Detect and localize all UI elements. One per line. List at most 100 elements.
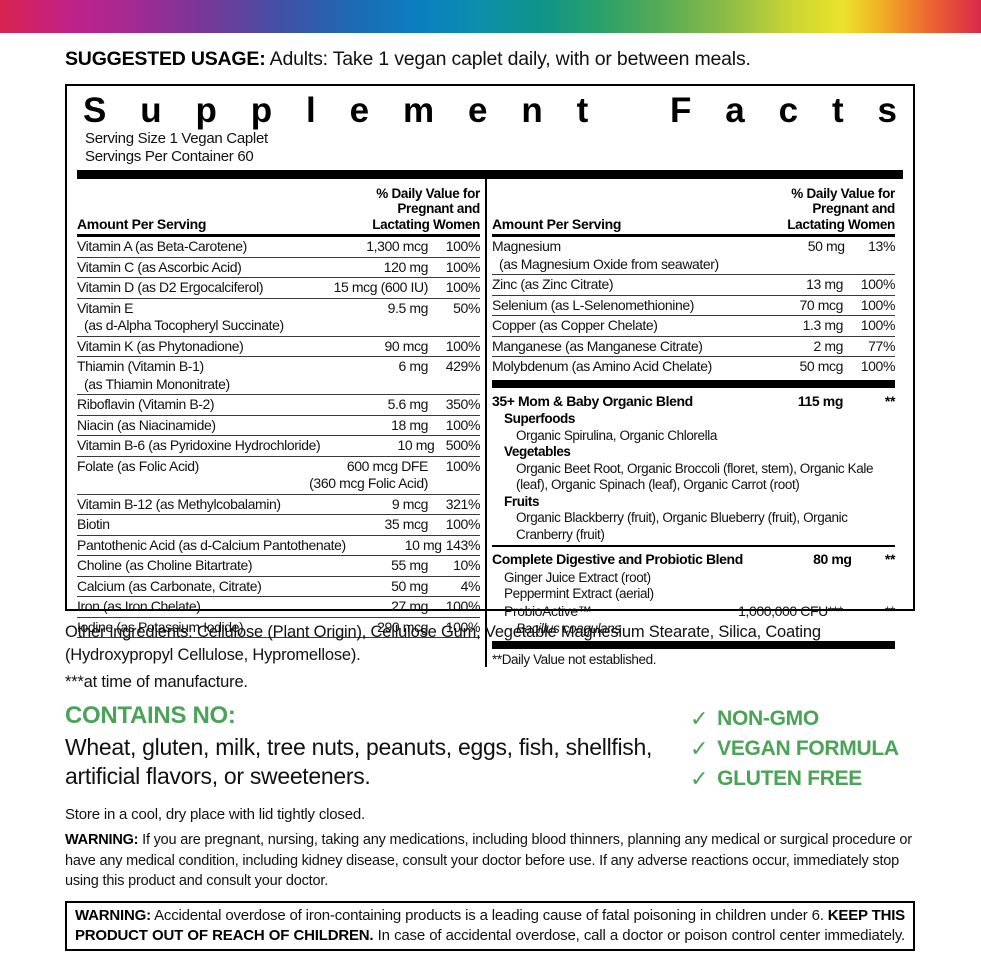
nutrient-name: Vitamin B-6 (as Pyridoxine Hydrochloride…	[77, 437, 321, 453]
nutrient-row: Magnesium (as Magnesium Oxide from seawat…	[492, 237, 895, 275]
nutrient-daily-value: 100%	[860, 296, 896, 313]
suggested-usage-text: Adults: Take 1 vegan caplet daily, with …	[265, 48, 751, 70]
nutrient-daily-value: 100%	[445, 337, 481, 354]
nutrient-daily-value: 100%	[445, 457, 481, 474]
blend-amount: 115 mg	[797, 392, 843, 409]
blend-group-items: Organic Spirulina, Organic Chlorella	[516, 427, 717, 443]
header-divider-bar	[77, 170, 903, 179]
nutrient-amount: 90 mcg	[384, 337, 428, 354]
nutrient-row: Selenium (as L-Selenomethionine) 70 mcg 10…	[492, 296, 896, 316]
nutrient-name: Thiamin (Vitamin B-1) (as Thiamin Mononit…	[77, 358, 298, 393]
digestive-blend-items: Ginger Juice Extract (root) Peppermint Ex…	[492, 570, 895, 603]
nutrient-row: Zinc (as Zinc Citrate) 13 mg 100%	[492, 275, 895, 296]
nutrient-name: Biotin	[77, 516, 110, 532]
nutrient-name: Magnesium (as Magnesium Oxide from seawat…	[492, 238, 719, 272]
nutrient-name: Vitamin C (as Ascorbic Acid)	[77, 258, 242, 275]
blend-item: Ginger Juice Extract (root)	[504, 569, 651, 585]
nutrient-amount: 15 mcg (600 IU)	[333, 279, 429, 295]
nutrient-amount: 1,300 mcg	[366, 238, 428, 254]
nutrient-name: Vitamin D (as D2 Ergocalciferol)	[77, 279, 264, 295]
nutrient-row: Iron (as Iron Chelate) 27 mg 100%	[77, 597, 480, 618]
nutrient-source: (as Thiamin Mononitrate)	[84, 375, 230, 392]
nutrient-amount: 9.5 mg	[387, 299, 429, 316]
nutrient-name: Calcium (as Carbonate, Citrate)	[77, 577, 262, 594]
nutrient-daily-value: 100%	[445, 238, 481, 254]
nutrient-name: Iron (as Iron Chelate)	[77, 598, 201, 614]
nutrient-name: Pantothenic Acid (as d-Calcium Pantothen…	[77, 536, 346, 553]
nutrient-daily-value: 321%	[445, 495, 481, 512]
probio-amount: 1,000,000 CFU***	[738, 602, 843, 619]
nutrient-daily-value: 143%	[445, 536, 481, 553]
nutrient-row: Copper (as Copper Chelate) 1.3 mg 100%	[492, 316, 895, 337]
rainbow-gradient-bar	[0, 0, 981, 33]
nutrient-amount: 55 mg	[391, 557, 428, 573]
nutrient-row: Folate (as Folic Acid) 600 mcg DFE (360 mc…	[77, 457, 480, 495]
claim-label: NON-GMO	[717, 707, 819, 730]
nutrient-name: Iodine (as Potassium Iodide)	[77, 618, 244, 635]
section-divider-bar	[492, 379, 895, 388]
nutrient-daily-value: 100%	[445, 618, 481, 635]
nutrient-amount: 6 mg	[398, 358, 428, 374]
suggested-usage: SUGGESTED USAGE: Adults: Take 1 vegan ca…	[65, 48, 915, 71]
nutrient-amount: 1.3 mg	[802, 317, 844, 333]
nutrient-amount: 50 mg	[807, 238, 845, 254]
warning-text: If you are pregnant, nursing, taking any…	[65, 832, 912, 889]
nutrient-daily-value: 100%	[860, 317, 896, 333]
organic-blend-groups: Superfoods Organic Spirulina, Organic Chl…	[492, 411, 895, 543]
nutrient-name: Manganese (as Manganese Citrate)	[492, 337, 703, 354]
nutrient-daily-value: 77%	[868, 337, 895, 354]
blend-separator-line	[492, 545, 895, 547]
nutrient-row: Molybdenum (as Amino Acid Chelate) 50 mcg…	[492, 357, 895, 377]
nutrient-amount: 600 mcg DFE (360 mcg Folic Acid)	[298, 458, 428, 493]
nutrient-name: Riboflavin (Vitamin B-2)	[77, 396, 215, 412]
nutrient-amount: 290 mcg	[377, 618, 428, 635]
claim-badge: ✓ GLUTEN FREE	[690, 764, 899, 794]
manufacture-note: ***at time of manufacture.	[65, 673, 248, 691]
nutrient-name: Vitamin B-12 (as Methylcobalamin)	[77, 495, 281, 512]
organic-blend-section: 35+ Mom & Baby Organic Blend 115 mg ** S…	[492, 390, 895, 544]
nutrient-amount: 13 mg	[806, 276, 843, 292]
nutrient-name: Niacin (as Niacinamide)	[77, 416, 216, 433]
nutrient-daily-value: 429%	[445, 358, 481, 374]
blend-group-heading: Vegetables	[504, 444, 571, 459]
iron-overdose-warning-box: WARNING: Accidental overdose of iron-con…	[65, 900, 915, 951]
facts-column-left: Amount Per Serving % Daily Value for Pre…	[77, 179, 480, 667]
nutrient-row: Manganese (as Manganese Citrate) 2 mg 77%	[492, 337, 895, 357]
probio-species: Bacillus coagulans	[516, 621, 621, 636]
nutrient-name: Choline (as Choline Bitartrate)	[77, 557, 253, 573]
column-divider-line	[485, 179, 487, 667]
claim-badge: ✓ VEGAN FORMULA	[690, 734, 899, 764]
checkmark-icon: ✓	[690, 736, 709, 761]
nutrient-amount: 50 mg	[391, 577, 428, 594]
nutrient-name: Selenium (as L-Selenomethionine)	[492, 296, 694, 313]
nutrient-daily-value: 100%	[445, 258, 481, 275]
probio-row: ProbioActive™ 1,000,000 CFU*** **	[492, 603, 895, 622]
digestive-blend-section: Complete Digestive and Probiotic Blend 8…	[492, 548, 895, 638]
daily-value-footnote: **Daily Value not established.	[492, 651, 657, 667]
claim-badges: ✓ NON-GMO ✓ VEGAN FORMULA ✓ GLUTEN FREE	[690, 702, 899, 794]
nutrient-row: Vitamin E (as d-Alpha Tocopheryl Succinat…	[77, 299, 480, 337]
nutrient-row: Vitamin A (as Beta-Carotene) 1,300 mcg 100…	[77, 237, 480, 258]
blend-dv: **	[884, 551, 896, 567]
facts-columns: Amount Per Serving % Daily Value for Pre…	[77, 179, 903, 667]
nutrient-row: Vitamin D (as D2 Ergocalciferol) 15 mcg (…	[77, 278, 480, 299]
daily-value-header: % Daily Value for Pregnant and Lactating…	[787, 185, 895, 232]
nutrient-daily-value: 50%	[453, 299, 480, 316]
servings-per-container: Servings Per Container 60	[85, 148, 254, 165]
keep-out-of-reach-text: KEEP THIS PRODUCT OUT OF REACH OF CHILDR…	[75, 906, 905, 944]
nutrient-amount: 70 mcg	[799, 296, 843, 313]
nutrient-amount: 9 mcg	[391, 495, 429, 512]
nutrient-daily-value: 10%	[453, 557, 480, 573]
blend-group-heading: Superfoods	[504, 411, 576, 426]
blend-group-items: Organic Beet Root, Organic Broccoli (flo…	[516, 460, 874, 493]
contains-no-block: CONTAINS NO: Wheat, gluten, milk, tree n…	[65, 702, 675, 794]
nutrient-daily-value: 4%	[460, 577, 481, 594]
nutrient-source: (as Magnesium Oxide from seawater)	[499, 255, 719, 272]
column-header: Amount Per Serving % Daily Value for Pre…	[77, 179, 480, 237]
warning-text-1: Accidental overdose of iron-containing p…	[150, 906, 828, 924]
nutrient-daily-value: 100%	[445, 516, 481, 532]
nutrient-name: Vitamin E (as d-Alpha Tocopheryl Succinat…	[77, 300, 298, 335]
warning-paragraph: WARNING: If you are pregnant, nursing, t…	[65, 830, 915, 892]
nutrient-row: Niacin (as Niacinamide) 18 mg 100%	[77, 416, 480, 436]
